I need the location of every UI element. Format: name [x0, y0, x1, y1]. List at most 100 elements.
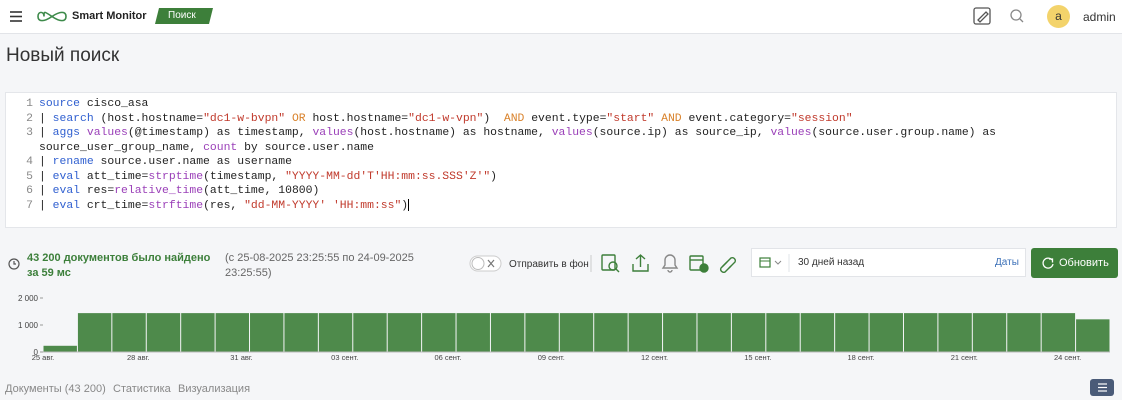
- search-tab[interactable]: [155, 8, 213, 24]
- code: | search (host.hostname="dc1-w-bvpn" OR …: [39, 112, 1106, 127]
- x-tick-label: 24 сент.: [1054, 353, 1081, 362]
- token: event.category=: [681, 112, 792, 125]
- bar: [628, 313, 663, 352]
- x-tick-label: 25 авг.: [32, 353, 55, 362]
- avatar[interactable]: a: [1047, 5, 1070, 28]
- bar: [318, 313, 353, 352]
- bar: [250, 313, 284, 352]
- token: values: [551, 127, 593, 139]
- x-tick-label: 15 сент.: [744, 353, 771, 362]
- token: ): [483, 112, 504, 125]
- code-line: 5 | eval att_time=strptime(timestamp, "YY…: [6, 170, 1106, 185]
- search-icon[interactable]: [1010, 9, 1024, 23]
- token: relative_time: [114, 185, 204, 197]
- token: values: [86, 127, 128, 139]
- refresh-button[interactable]: [1031, 248, 1118, 278]
- dates-link[interactable]: Даты: [995, 257, 1019, 268]
- x-tick-label: 09 сент.: [538, 353, 565, 362]
- toggle-label[interactable]: Отправить в фон: [509, 259, 589, 270]
- token: (source.ip) as source_ip,: [592, 127, 771, 139]
- refresh-label[interactable]: Обновить: [1059, 257, 1109, 269]
- token: event.type=: [524, 112, 607, 125]
- histogram: 0 1 000 2 000 25 авг. 28 авг. 31 авг. 03 сент.…: [18, 294, 1110, 362]
- token: count: [203, 141, 238, 154]
- bar: [422, 313, 456, 352]
- token: "dd-MM-YYYY' 'HH:mm:ss": [244, 199, 402, 212]
- bar: [215, 313, 250, 352]
- token: |: [39, 127, 53, 139]
- token: rename: [52, 156, 94, 168]
- token: AND: [661, 112, 682, 125]
- x-tick-label: 12 сент.: [641, 353, 668, 362]
- bar: [731, 313, 766, 352]
- calendar-icon[interactable]: [755, 252, 795, 274]
- token: |: [39, 185, 53, 197]
- token: |: [39, 170, 53, 183]
- token: source.user.name as username: [93, 156, 292, 168]
- time-range: (с 25-08-2025 23:25:55 по 24-09-2025 23:…: [225, 252, 414, 279]
- logo: [37, 11, 67, 22]
- tab-statistics[interactable]: Статистика: [113, 383, 171, 395]
- line-number: 5: [26, 170, 33, 183]
- code: | eval crt_time=strftime(res, "dd-MM-YYY…: [39, 198, 1106, 214]
- tab-documents[interactable]: Документы (43 200): [5, 383, 106, 395]
- x-tick-label: 06 сент.: [434, 353, 461, 362]
- token: ): [490, 170, 498, 183]
- code: | eval res=relative_time(att_time, 10800…: [39, 184, 1106, 199]
- editor-icon[interactable]: [973, 7, 991, 25]
- menu-button[interactable]: [10, 11, 22, 22]
- bar: [869, 313, 903, 352]
- token: crt_time=: [80, 199, 149, 212]
- user-name[interactable]: admin: [1083, 10, 1116, 24]
- token: strptime: [148, 170, 204, 183]
- token: (host.hostname) as hostname,: [353, 127, 552, 139]
- date-picker[interactable]: [751, 248, 1026, 277]
- token: OR: [291, 112, 306, 125]
- x-tick-label: 21 сент.: [951, 353, 978, 362]
- token: source: [39, 98, 81, 110]
- token: host.hostname=: [305, 112, 409, 125]
- token: ): [401, 199, 409, 212]
- bar: [663, 313, 697, 352]
- bar: [594, 313, 628, 352]
- code: | aggs values(@timestamp) as timestamp, …: [39, 126, 1106, 155]
- token: values: [312, 127, 354, 139]
- x-tick-label: 31 авг.: [230, 353, 253, 362]
- token: res=: [80, 185, 115, 197]
- token: "session": [791, 112, 853, 125]
- code-line: 1 source cisco_asa: [6, 97, 1106, 112]
- query-editor[interactable]: 1 source cisco_asa 2 | search (host.hostnam…: [5, 92, 1117, 228]
- found-count: 43 200 документов было найдено за 59 мс: [27, 252, 211, 279]
- code-line: 7 | eval crt_time=strftime(res, "dd-MM-YY…: [6, 198, 1106, 214]
- period[interactable]: 30 дней назад: [798, 257, 865, 268]
- bar: [43, 345, 77, 352]
- x-tick-label: 18 сент.: [847, 353, 874, 362]
- token: eval: [52, 170, 81, 183]
- token: (timestamp,: [203, 170, 286, 183]
- link-icon[interactable]: [720, 257, 736, 273]
- token: (host.hostname=: [93, 112, 204, 125]
- notify-icon[interactable]: [661, 254, 679, 273]
- clock-icon: [8, 258, 20, 270]
- cursor: [408, 198, 410, 211]
- token: values: [770, 127, 812, 139]
- tab-visualization[interactable]: Визуализация: [178, 383, 251, 395]
- token: (res,: [203, 199, 245, 212]
- bar: [387, 313, 422, 352]
- export-icon[interactable]: [632, 254, 649, 272]
- token: eval: [52, 199, 81, 212]
- x-tick-label: 28 авг.: [127, 353, 150, 362]
- bar: [284, 313, 318, 352]
- brand: Smart Monitor: [72, 10, 147, 22]
- bar: [112, 313, 146, 352]
- top-icons: [10, 7, 1024, 25]
- background-toggle[interactable]: [469, 255, 502, 272]
- inspect-icon[interactable]: [601, 254, 620, 273]
- bar: [456, 313, 490, 352]
- tab-label[interactable]: Поиск: [168, 10, 196, 21]
- token: eval: [52, 185, 81, 197]
- list-view-button[interactable]: [1090, 379, 1114, 397]
- add-dashboard-icon[interactable]: [689, 255, 709, 273]
- bar: [559, 313, 594, 352]
- bar: [766, 313, 800, 352]
